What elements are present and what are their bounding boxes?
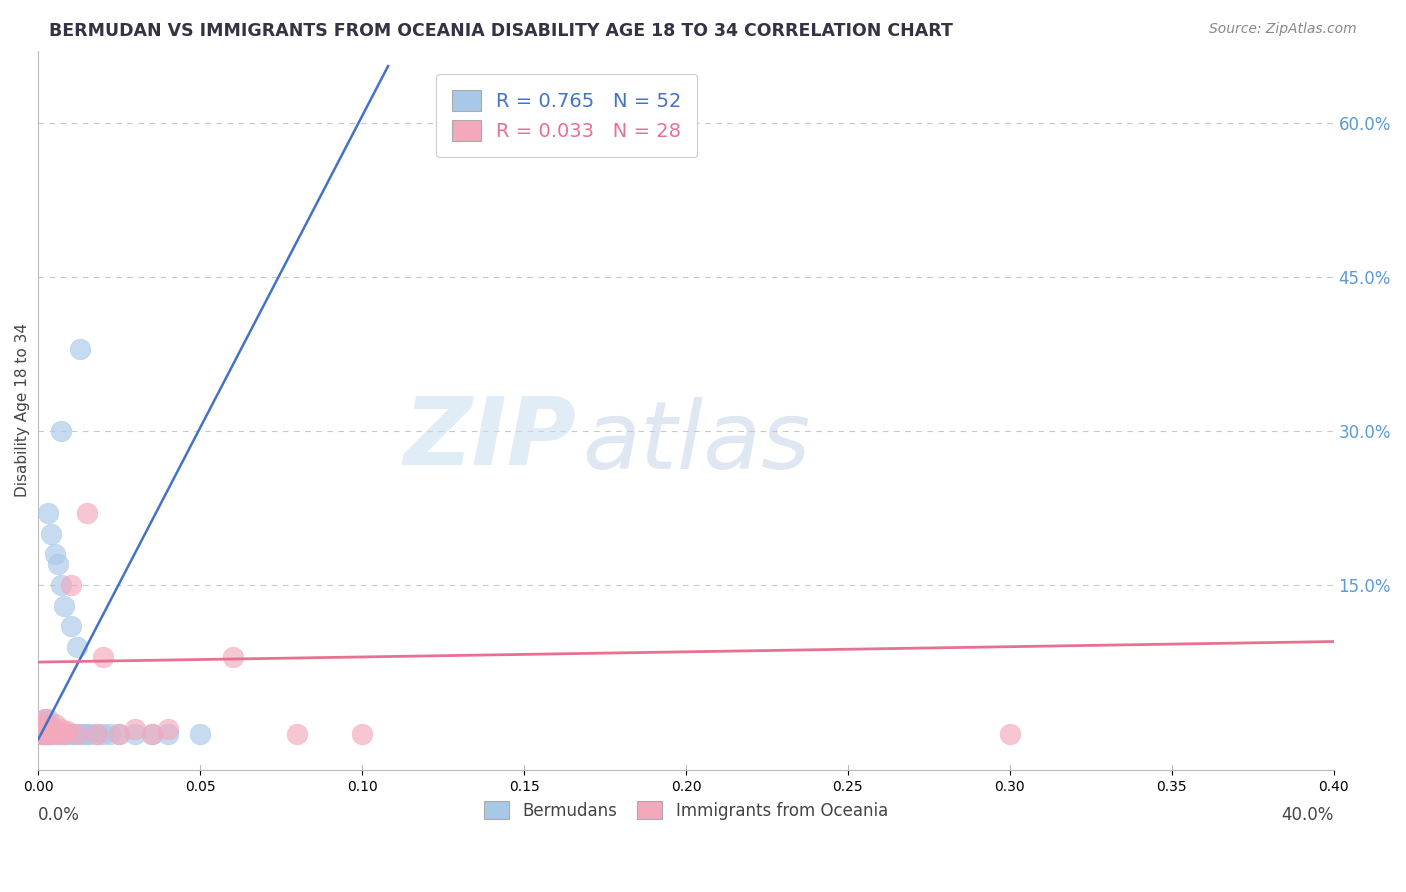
Point	[34, 727, 56, 741]
Point	[56, 727, 79, 741]
Point	[66, 727, 89, 741]
Point	[76, 727, 98, 741]
Point	[53, 599, 76, 613]
Point	[998, 727, 1021, 741]
Point	[37, 722, 59, 736]
Point	[34, 720, 56, 734]
Point	[287, 727, 309, 741]
Point	[59, 619, 82, 633]
Legend: Bermudans, Immigrants from Oceania: Bermudans, Immigrants from Oceania	[478, 795, 894, 826]
Point	[221, 650, 243, 665]
Point	[141, 727, 163, 741]
Point	[39, 727, 62, 741]
Point	[44, 716, 66, 731]
Point	[31, 727, 53, 741]
Point	[86, 727, 108, 741]
Point	[44, 547, 66, 561]
Point	[39, 720, 62, 734]
Point	[49, 727, 72, 741]
Point	[37, 727, 59, 741]
Text: Source: ZipAtlas.com: Source: ZipAtlas.com	[1209, 22, 1357, 37]
Point	[34, 726, 56, 740]
Point	[69, 342, 91, 356]
Point	[69, 727, 91, 741]
Point	[39, 725, 62, 739]
Point	[108, 727, 131, 741]
Point	[56, 723, 79, 738]
Point	[34, 722, 56, 736]
Point	[53, 727, 76, 741]
Point	[37, 712, 59, 726]
Point	[37, 727, 59, 741]
Text: BERMUDAN VS IMMIGRANTS FROM OCEANIA DISABILITY AGE 18 TO 34 CORRELATION CHART: BERMUDAN VS IMMIGRANTS FROM OCEANIA DISA…	[49, 22, 953, 40]
Point	[31, 727, 53, 741]
Point	[34, 727, 56, 741]
Point	[59, 727, 82, 741]
Point	[34, 722, 56, 736]
Point	[91, 650, 114, 665]
Point	[108, 727, 131, 741]
Point	[44, 725, 66, 739]
Point	[34, 723, 56, 738]
Point	[44, 727, 66, 741]
Point	[39, 727, 62, 741]
Point	[86, 727, 108, 741]
Point	[141, 727, 163, 741]
Text: atlas: atlas	[582, 397, 811, 488]
Point	[46, 727, 69, 741]
Point	[31, 722, 53, 736]
Point	[156, 727, 179, 741]
Y-axis label: Disability Age 18 to 34: Disability Age 18 to 34	[15, 323, 30, 498]
Point	[79, 727, 101, 741]
Point	[34, 712, 56, 726]
Point	[124, 727, 146, 741]
Point	[31, 716, 53, 731]
Point	[31, 727, 53, 741]
Point	[76, 506, 98, 520]
Point	[91, 727, 114, 741]
Point	[44, 723, 66, 738]
Point	[49, 722, 72, 736]
Point	[31, 722, 53, 736]
Point	[46, 727, 69, 741]
Point	[37, 506, 59, 520]
Point	[66, 640, 89, 654]
Point	[156, 722, 179, 736]
Text: 0.0%: 0.0%	[38, 806, 80, 824]
Point	[59, 578, 82, 592]
Point	[31, 725, 53, 739]
Point	[34, 727, 56, 741]
Point	[73, 727, 96, 741]
Point	[63, 727, 86, 741]
Point	[39, 526, 62, 541]
Point	[37, 727, 59, 741]
Point	[37, 725, 59, 739]
Text: ZIP: ZIP	[404, 393, 576, 485]
Point	[98, 727, 121, 741]
Point	[53, 727, 76, 741]
Point	[49, 578, 72, 592]
Point	[188, 727, 211, 741]
Text: 40.0%: 40.0%	[1281, 806, 1334, 824]
Point	[34, 716, 56, 731]
Point	[37, 722, 59, 736]
Point	[39, 723, 62, 737]
Point	[49, 424, 72, 438]
Point	[44, 722, 66, 736]
Point	[34, 712, 56, 726]
Point	[46, 558, 69, 572]
Point	[124, 722, 146, 736]
Point	[352, 727, 374, 741]
